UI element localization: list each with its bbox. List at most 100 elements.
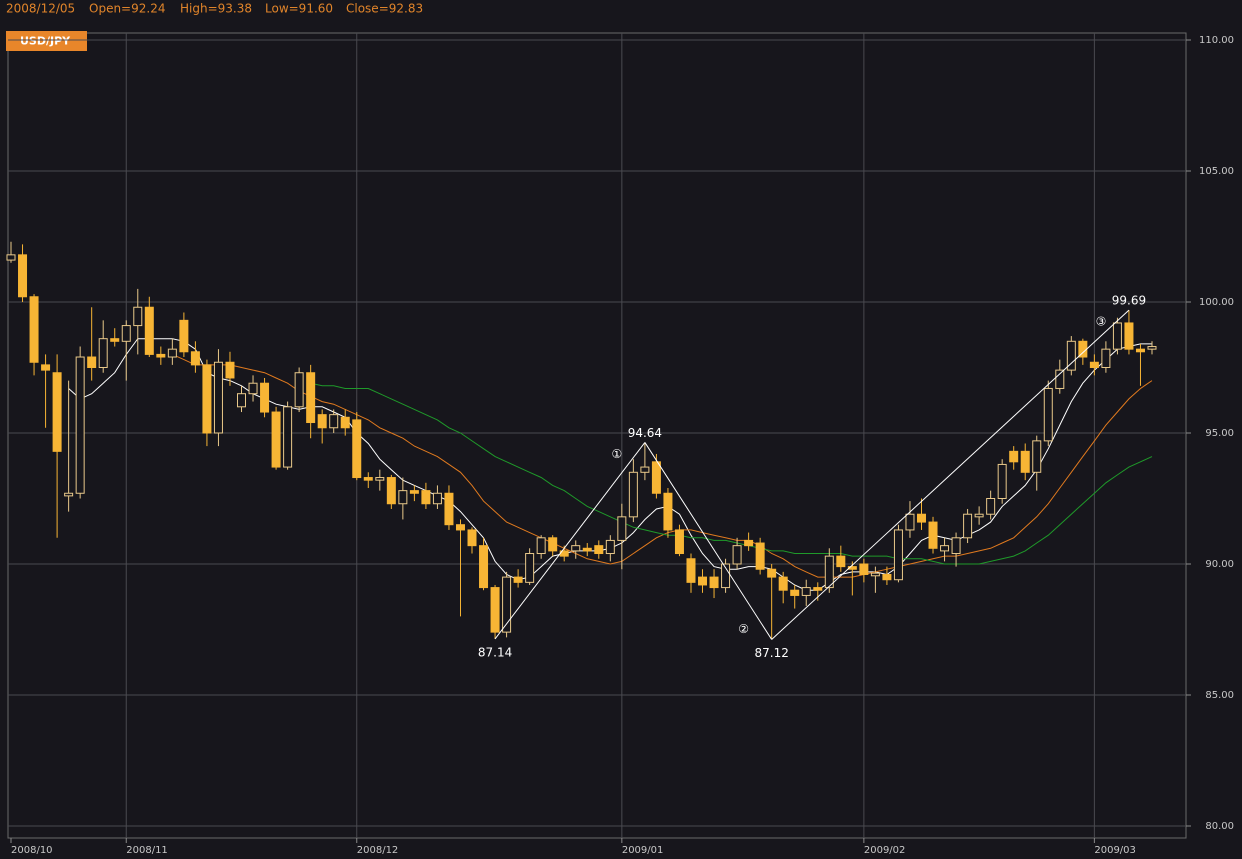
candle-body [329, 414, 339, 429]
candle-body [386, 477, 396, 505]
candle-body [951, 537, 961, 555]
candle-body [1043, 387, 1053, 442]
candle-body [213, 361, 223, 434]
candle-body [1124, 322, 1134, 350]
zigzag-segment [771, 309, 1130, 640]
candle-body [732, 545, 742, 565]
y-tick-label: 100.00 [1199, 297, 1234, 308]
candle-body [1066, 340, 1076, 371]
candle-body [548, 537, 558, 552]
symbol: USD/JPY [20, 35, 71, 48]
y-tick-label: 110.00 [1199, 35, 1234, 46]
candle-body [144, 306, 154, 355]
symbol-badge [6, 31, 87, 51]
candle-body [502, 576, 512, 633]
candle-body [525, 553, 535, 583]
candle-body [340, 416, 350, 429]
candle-body [767, 568, 777, 578]
candle-body [432, 492, 442, 505]
candle-body [686, 558, 696, 583]
pivot-marker: ① [612, 447, 623, 461]
candle-body [605, 539, 615, 555]
candle-body [6, 254, 16, 261]
candle-body [98, 338, 108, 368]
candle-body [455, 524, 465, 531]
candle-body [813, 587, 823, 591]
candle-body [490, 587, 500, 633]
candle-body [778, 576, 788, 591]
candle-body [467, 529, 477, 547]
candle-body [479, 545, 489, 589]
candle-body [640, 466, 650, 473]
candle-body [628, 471, 638, 518]
candle-body [674, 529, 684, 555]
candle-body [87, 356, 97, 368]
candle-body [225, 361, 235, 379]
info-text: Low=91.60 [265, 2, 333, 16]
candle-body [1112, 322, 1122, 350]
info-text: Open=92.24 [89, 2, 165, 16]
y-tick-label: 95.00 [1205, 428, 1234, 439]
candle-body [398, 490, 408, 505]
pivot-marker: ③ [1096, 315, 1107, 329]
candle-body [963, 513, 973, 539]
candle-body [352, 419, 362, 479]
candle-body [1089, 361, 1099, 369]
y-tick-label: 80.00 [1205, 821, 1234, 832]
candle-body [663, 492, 673, 531]
x-tick-label: 2008/11 [126, 845, 168, 856]
candle-body [444, 492, 454, 526]
zigzag-segment [494, 442, 646, 640]
candle-body [536, 537, 546, 555]
y-tick-label: 85.00 [1205, 690, 1234, 701]
pivot-marker: ② [738, 622, 749, 636]
pivot-label: 87.14 [478, 645, 512, 659]
candle-body [847, 566, 857, 570]
candle-body [882, 573, 892, 581]
ma-line [172, 353, 1153, 578]
candle-body [928, 521, 938, 549]
candle-body [1032, 440, 1042, 473]
candle-body [905, 513, 915, 531]
candle-body [1147, 346, 1157, 350]
candle-body [41, 364, 51, 371]
info-bar: 2008/12/05 Open=92.24 High=93.38 Low=91.60 C… [6, 2, 423, 16]
candle-body [260, 382, 270, 413]
candle-body [271, 411, 281, 468]
candle-body [513, 576, 523, 583]
candle-body [190, 351, 200, 366]
candle-body [110, 338, 120, 342]
candle-body [940, 545, 950, 552]
x-tick-label: 2009/02 [864, 845, 906, 856]
candle-body [651, 461, 661, 494]
candle-body [121, 325, 131, 342]
candle-body [997, 463, 1007, 500]
x-tick-label: 2009/01 [622, 845, 664, 856]
candle-body [1135, 348, 1145, 353]
ma-line [310, 382, 1153, 565]
candle-body [202, 364, 212, 434]
candle-body [617, 516, 627, 541]
candle-body [294, 372, 304, 408]
candle-body [421, 490, 431, 505]
candle-body [179, 319, 189, 353]
candle-body [582, 547, 592, 552]
candle-body [1101, 348, 1111, 369]
info-text: 2008/12/05 [6, 2, 75, 16]
candle-body [64, 492, 74, 497]
candle-body [18, 254, 28, 298]
candle-body [721, 563, 731, 589]
x-tick-label: 2009/03 [1094, 845, 1136, 856]
candle-body [306, 372, 316, 424]
candle-body [986, 498, 996, 515]
candle-body [52, 372, 62, 452]
candle-body [29, 296, 39, 363]
candle-body [1009, 450, 1019, 463]
candle-body [375, 477, 385, 481]
candle-body [156, 353, 166, 358]
candle-body [133, 306, 143, 327]
candle-body [1055, 369, 1065, 389]
candle-body [75, 356, 85, 494]
